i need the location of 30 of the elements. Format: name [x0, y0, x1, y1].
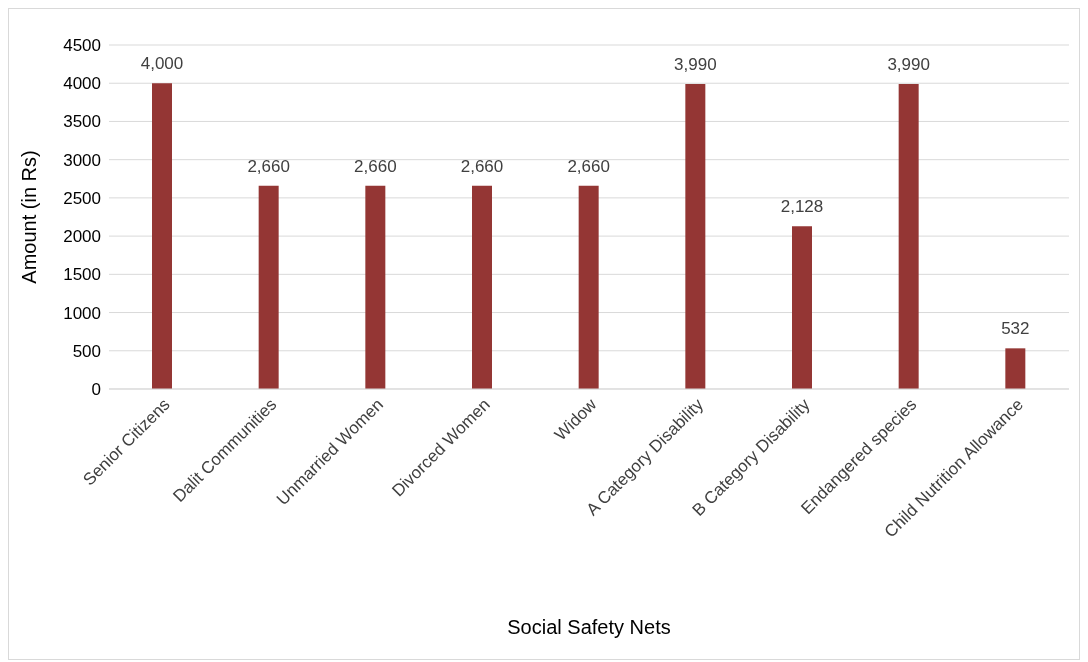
bar	[685, 83, 706, 389]
y-tick-label: 4500	[63, 36, 101, 56]
y-axis-title: Amount (in Rs)	[18, 150, 41, 284]
data-label: 2,128	[780, 197, 824, 217]
data-label: 3,990	[887, 54, 930, 74]
y-tick-label: 2500	[63, 188, 101, 208]
data-label: 3,990	[674, 54, 717, 74]
data-label: 2,660	[354, 156, 397, 176]
data-label: 2,660	[247, 156, 290, 176]
y-tick-label: 2000	[63, 227, 101, 247]
y-tick-label: 3000	[63, 150, 101, 170]
bar	[578, 185, 599, 389]
data-label: 2,660	[460, 156, 504, 176]
y-tick-label: 1500	[63, 265, 101, 285]
data-label: 2,660	[567, 156, 610, 176]
y-tick-label: 0	[91, 380, 101, 400]
y-tick-label: 4000	[63, 74, 101, 94]
x-axis-title: Social Safety Nets	[507, 616, 671, 638]
data-label: 532	[1001, 319, 1030, 339]
bar	[258, 185, 279, 389]
bar	[152, 83, 172, 389]
y-tick-label: 500	[72, 341, 101, 361]
bar	[472, 185, 492, 389]
bar	[792, 226, 812, 389]
bar	[365, 185, 386, 389]
bar	[1005, 348, 1026, 389]
y-tick-label: 1000	[63, 303, 101, 323]
data-label: 4,000	[140, 54, 184, 74]
y-tick-label: 3500	[63, 112, 101, 132]
bar	[898, 83, 919, 389]
